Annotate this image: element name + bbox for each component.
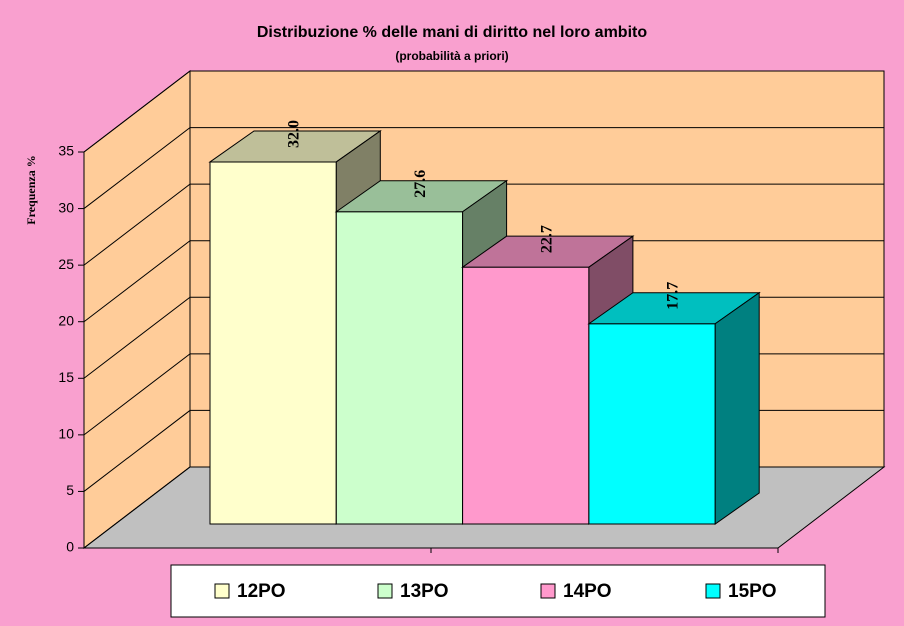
- legend-label: 14PO: [563, 581, 612, 602]
- legend-label: 15PO: [728, 581, 777, 602]
- legend-swatch: [705, 583, 721, 599]
- y-tick-label: 5: [66, 482, 74, 498]
- bar: [335, 211, 464, 525]
- bar: [588, 323, 716, 525]
- value-label: 22.7: [538, 225, 555, 253]
- legend-swatch: [214, 583, 230, 599]
- bar: [209, 161, 337, 525]
- grid-line: [83, 183, 884, 266]
- grid-line: [83, 70, 884, 153]
- y-tick-label: 25: [58, 256, 74, 272]
- y-axis-label: Frequenza %: [24, 155, 38, 224]
- bar: [462, 266, 590, 525]
- legend-label: 12PO: [237, 581, 286, 602]
- y-tick-label: 15: [58, 369, 74, 385]
- y-tick-label: 20: [58, 312, 74, 328]
- legend-swatch: [540, 583, 556, 599]
- y-tick-label: 35: [58, 143, 74, 159]
- bar-side: [714, 291, 760, 525]
- value-label: 27.6: [412, 170, 429, 198]
- grid-line: [83, 127, 884, 209]
- chart-title: Distribuzione % delle mani di diritto ne…: [257, 24, 647, 41]
- y-tick-label: 10: [58, 426, 74, 442]
- value-label: 17.7: [665, 282, 682, 310]
- chart-subtitle: (probabilità a priori): [395, 49, 508, 63]
- legend-label: 13PO: [400, 581, 449, 602]
- y-tick-label: 0: [66, 539, 74, 555]
- grid-line: [83, 240, 884, 323]
- value-label: 32.0: [286, 120, 303, 148]
- legend-swatch: [377, 583, 393, 599]
- y-tick-label: 30: [58, 199, 74, 215]
